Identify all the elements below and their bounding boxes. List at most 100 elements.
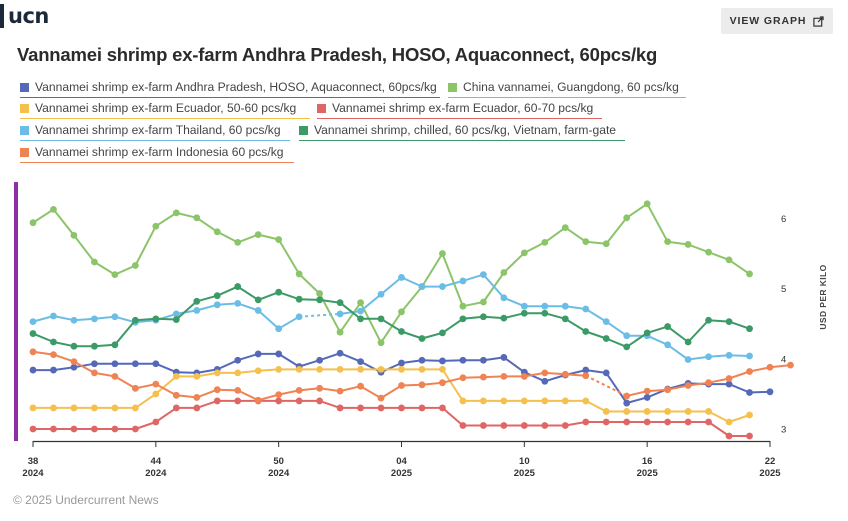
data-point-s4-29 xyxy=(623,418,631,426)
data-point-s5-9 xyxy=(213,301,221,309)
x-tick-week: 04 xyxy=(396,456,407,467)
data-point-s7-12 xyxy=(275,391,283,399)
data-point-s7-25 xyxy=(541,369,549,377)
legend-item-5[interactable]: Vannamei shrimp ex-farm Thailand, 60 pcs… xyxy=(20,123,290,141)
data-point-s6-9 xyxy=(213,292,221,300)
data-point-s4-33 xyxy=(705,418,712,426)
data-point-s6-21 xyxy=(459,315,467,323)
legend-item-3[interactable]: Vannamei shrimp ex-farm Ecuador, 50-60 p… xyxy=(20,101,310,119)
data-point-s4-17 xyxy=(377,404,385,412)
copyright-footer: © 2025 Undercurrent News xyxy=(13,493,159,507)
view-graph-button[interactable]: VIEW GRAPH xyxy=(721,8,833,34)
data-point-s5-12 xyxy=(275,325,283,333)
ucn-logo[interactable]: ucn xyxy=(0,4,49,28)
data-point-s5-26 xyxy=(561,302,569,310)
data-point-s7-37 xyxy=(787,361,794,369)
data-point-s7-23 xyxy=(500,372,508,380)
data-point-s7-35 xyxy=(746,368,753,375)
data-point-s5-7 xyxy=(172,310,180,318)
data-point-s7-32 xyxy=(684,382,692,389)
data-point-s4-30 xyxy=(643,418,651,426)
data-point-s6-8 xyxy=(193,297,201,305)
data-point-s7-11 xyxy=(254,396,262,404)
data-point-s1-23 xyxy=(500,354,508,361)
data-point-s4-14 xyxy=(316,397,324,405)
data-point-s1-0 xyxy=(29,366,37,374)
data-point-s4-9 xyxy=(213,397,221,405)
legend-swatch xyxy=(317,103,326,113)
data-point-s1-28 xyxy=(602,369,610,377)
data-point-s5-31 xyxy=(664,341,672,349)
data-point-s2-18 xyxy=(398,308,405,316)
data-point-s2-20 xyxy=(439,250,446,257)
data-point-s5-3 xyxy=(91,315,98,323)
data-point-s3-27 xyxy=(582,397,590,405)
data-point-s1-21 xyxy=(459,356,467,364)
x-tick-week: 38 xyxy=(28,456,39,467)
data-point-s3-28 xyxy=(602,408,610,415)
data-point-s3-23 xyxy=(500,397,508,405)
data-point-s1-29 xyxy=(623,399,631,407)
data-point-s4-35 xyxy=(746,432,753,440)
data-point-s1-3 xyxy=(91,360,98,368)
data-point-s1-11 xyxy=(254,350,262,358)
data-point-s2-10 xyxy=(234,238,242,246)
data-point-s4-25 xyxy=(541,422,549,429)
x-tick-week: 50 xyxy=(273,456,284,467)
data-point-s6-17 xyxy=(377,315,385,323)
data-point-s5-8 xyxy=(193,307,201,314)
legend-item-4[interactable]: Vannamei shrimp ex-farm Ecuador, 60-70 p… xyxy=(317,101,602,119)
data-point-s1-2 xyxy=(70,363,78,371)
x-tick-year: 2025 xyxy=(391,468,413,479)
data-point-s7-9 xyxy=(213,386,221,394)
legend-item-7[interactable]: Vannamei shrimp ex-farm Indonesia 60 pcs… xyxy=(20,145,294,163)
legend-label: Vannamei shrimp, chilled, 60 pcs/kg, Vie… xyxy=(314,123,617,137)
data-point-s2-14 xyxy=(316,290,324,297)
legend-item-2[interactable]: China vannamei, Guangdong, 60 pcs/kg xyxy=(448,80,686,98)
legend-item-6[interactable]: Vannamei shrimp, chilled, 60 pcs/kg, Vie… xyxy=(299,123,625,141)
data-point-s1-19 xyxy=(418,356,426,364)
x-tick-week: 22 xyxy=(765,456,776,467)
data-point-s7-26 xyxy=(561,370,569,378)
data-point-s1-16 xyxy=(357,358,364,366)
data-point-s2-3 xyxy=(91,258,98,266)
data-point-s3-12 xyxy=(275,365,283,373)
data-point-s5-2 xyxy=(70,316,78,324)
data-point-s5-19 xyxy=(418,283,426,290)
data-point-s6-4 xyxy=(111,341,119,349)
logo-bar xyxy=(0,4,4,28)
data-point-s4-7 xyxy=(172,404,180,412)
data-point-s3-5 xyxy=(131,404,139,412)
data-point-s7-16 xyxy=(357,382,364,390)
data-point-s5-16 xyxy=(357,307,364,315)
data-point-s6-35 xyxy=(746,325,753,333)
data-point-s1-14 xyxy=(316,356,324,364)
data-point-s6-12 xyxy=(275,288,283,296)
data-point-s5-10 xyxy=(234,300,242,307)
data-point-s6-23 xyxy=(500,314,508,322)
data-point-s6-29 xyxy=(623,343,631,351)
data-point-s7-3 xyxy=(91,369,98,377)
data-point-s7-33 xyxy=(705,379,712,387)
data-point-s7-14 xyxy=(316,384,324,392)
data-point-s6-24 xyxy=(520,309,528,317)
data-point-s1-6 xyxy=(152,360,160,368)
data-point-s6-20 xyxy=(439,329,446,337)
data-point-s3-34 xyxy=(725,418,733,426)
data-point-s2-17 xyxy=(377,339,385,347)
legend-swatch xyxy=(299,125,308,135)
data-point-s3-15 xyxy=(336,365,344,373)
data-point-s5-29 xyxy=(623,332,631,340)
data-point-s4-20 xyxy=(439,404,446,412)
series-line-7 xyxy=(32,350,586,402)
data-point-s2-31 xyxy=(664,238,672,246)
data-point-s1-4 xyxy=(111,360,119,368)
x-tick-year: 2025 xyxy=(514,468,536,479)
data-point-s4-21 xyxy=(459,422,467,429)
legend-item-1[interactable]: Vannamei shrimp ex-farm Andhra Pradesh, … xyxy=(20,80,440,98)
data-point-s3-8 xyxy=(193,372,201,380)
data-point-s5-22 xyxy=(479,271,487,279)
legend-label: Vannamei shrimp ex-farm Thailand, 60 pcs… xyxy=(35,123,281,137)
legend-swatch xyxy=(448,82,457,92)
data-point-s2-25 xyxy=(541,238,549,246)
